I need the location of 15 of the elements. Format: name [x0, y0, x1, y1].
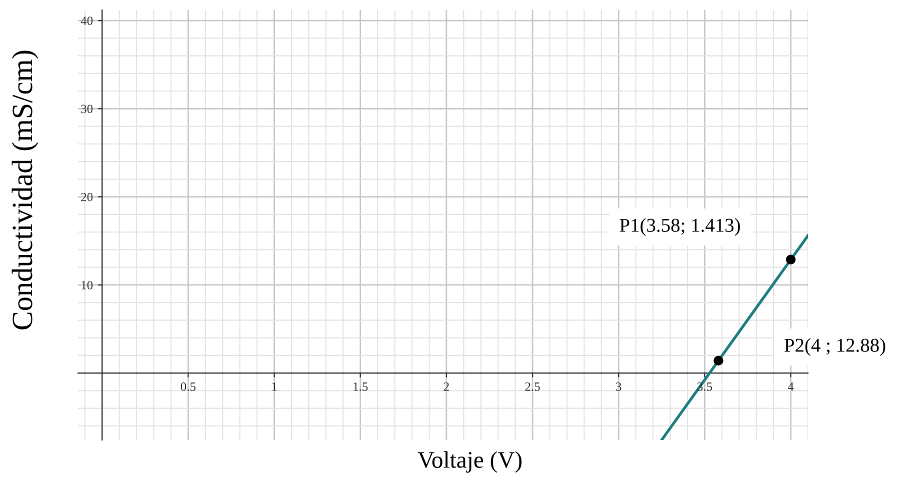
- y-tick-label: 40: [80, 16, 93, 26]
- x-tick-label: 0.5: [180, 382, 196, 391]
- x-tick-label: 2: [444, 382, 449, 391]
- y-tick-label: 10: [82, 280, 93, 290]
- x-tick-label: 1: [272, 382, 277, 391]
- x-axis-title: Voltaje (V): [418, 451, 522, 473]
- y-tick-label: 20: [81, 192, 93, 202]
- x-tick-label: 2.5: [525, 382, 540, 391]
- x-tick-label: 1.5: [354, 382, 368, 391]
- annotation: P2(4 ; 12.88): [784, 338, 886, 356]
- annotation: P1(3.58; 1.413): [620, 218, 740, 236]
- y-axis-title: Conductividad (mS/cm): [12, 50, 38, 330]
- x-tick-label: 4: [788, 382, 794, 391]
- x-tick-label: 3: [616, 382, 622, 391]
- y-tick-label: 30: [81, 104, 93, 114]
